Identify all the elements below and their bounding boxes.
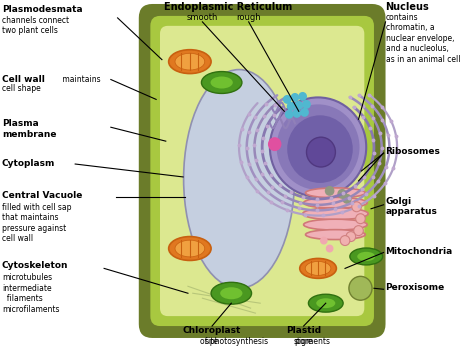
Ellipse shape <box>287 115 353 183</box>
Text: Cytoplasm: Cytoplasm <box>2 159 55 168</box>
Circle shape <box>354 226 364 236</box>
Ellipse shape <box>306 230 365 239</box>
Ellipse shape <box>169 237 211 260</box>
Text: maintains: maintains <box>60 74 100 84</box>
Circle shape <box>325 186 335 196</box>
Text: contains
chromatin, a
nuclear envelope,
and a nucleolus,
as in an animal cell: contains chromatin, a nuclear envelope, … <box>385 13 460 64</box>
Ellipse shape <box>304 219 367 230</box>
Text: Peroxisome: Peroxisome <box>385 283 445 292</box>
Text: site: site <box>205 337 219 346</box>
Circle shape <box>340 236 350 246</box>
Text: Mitochondria: Mitochondria <box>385 246 453 255</box>
FancyBboxPatch shape <box>160 26 365 316</box>
FancyBboxPatch shape <box>139 4 385 338</box>
Circle shape <box>337 189 347 199</box>
Circle shape <box>320 237 328 245</box>
Circle shape <box>291 93 299 102</box>
Text: Plasma
membrane: Plasma membrane <box>2 119 56 139</box>
Text: Central Vacuole: Central Vacuole <box>2 191 82 200</box>
Text: Cell wall: Cell wall <box>2 74 45 84</box>
Text: cell shape: cell shape <box>2 85 41 94</box>
Text: of photosynthesis: of photosynthesis <box>201 337 269 346</box>
Text: Ribosomes: Ribosomes <box>385 147 440 156</box>
Text: filled with cell sap
that maintains
pressure against
cell wall: filled with cell sap that maintains pres… <box>2 203 72 243</box>
Circle shape <box>283 95 292 104</box>
Circle shape <box>352 202 362 212</box>
Ellipse shape <box>309 294 343 312</box>
Ellipse shape <box>307 137 336 167</box>
Circle shape <box>285 110 293 119</box>
Circle shape <box>342 194 352 204</box>
Circle shape <box>292 109 301 118</box>
Circle shape <box>300 108 309 117</box>
Ellipse shape <box>302 208 368 220</box>
Circle shape <box>346 232 356 242</box>
Ellipse shape <box>211 282 252 304</box>
Text: Plastid: Plastid <box>286 326 321 335</box>
Circle shape <box>349 276 372 300</box>
Ellipse shape <box>169 50 211 73</box>
Text: rough: rough <box>237 13 261 22</box>
Text: Nucleus: Nucleus <box>385 2 429 12</box>
Text: Cytoskeleton: Cytoskeleton <box>2 261 68 270</box>
Circle shape <box>287 102 295 111</box>
Ellipse shape <box>210 77 233 88</box>
Ellipse shape <box>201 72 242 94</box>
Circle shape <box>268 137 282 151</box>
Ellipse shape <box>300 259 337 278</box>
Ellipse shape <box>306 188 365 198</box>
Text: store: store <box>294 337 313 346</box>
Text: Plasmodesmata: Plasmodesmata <box>2 5 82 14</box>
Ellipse shape <box>277 104 359 190</box>
Text: channels connect
two plant cells: channels connect two plant cells <box>2 16 69 35</box>
Ellipse shape <box>350 248 383 265</box>
Ellipse shape <box>175 53 205 70</box>
Circle shape <box>302 100 311 109</box>
Ellipse shape <box>183 70 294 288</box>
Text: pigments: pigments <box>294 337 330 346</box>
Ellipse shape <box>304 197 367 208</box>
Circle shape <box>294 101 303 110</box>
Ellipse shape <box>357 252 375 261</box>
Circle shape <box>298 92 307 101</box>
Ellipse shape <box>270 97 366 197</box>
Text: microtubules
intermediate
  filaments
microfilaments: microtubules intermediate filaments micr… <box>2 274 59 314</box>
Ellipse shape <box>305 261 331 275</box>
FancyBboxPatch shape <box>150 16 374 326</box>
Text: Chloroplast: Chloroplast <box>183 326 241 335</box>
Text: smooth: smooth <box>187 13 218 22</box>
Circle shape <box>326 245 334 253</box>
Text: Golgi
apparatus: Golgi apparatus <box>385 197 438 216</box>
Circle shape <box>356 214 365 224</box>
Ellipse shape <box>175 240 205 257</box>
Ellipse shape <box>220 287 242 299</box>
Ellipse shape <box>316 298 335 308</box>
Text: Endoplasmic Reticulum: Endoplasmic Reticulum <box>164 2 292 12</box>
